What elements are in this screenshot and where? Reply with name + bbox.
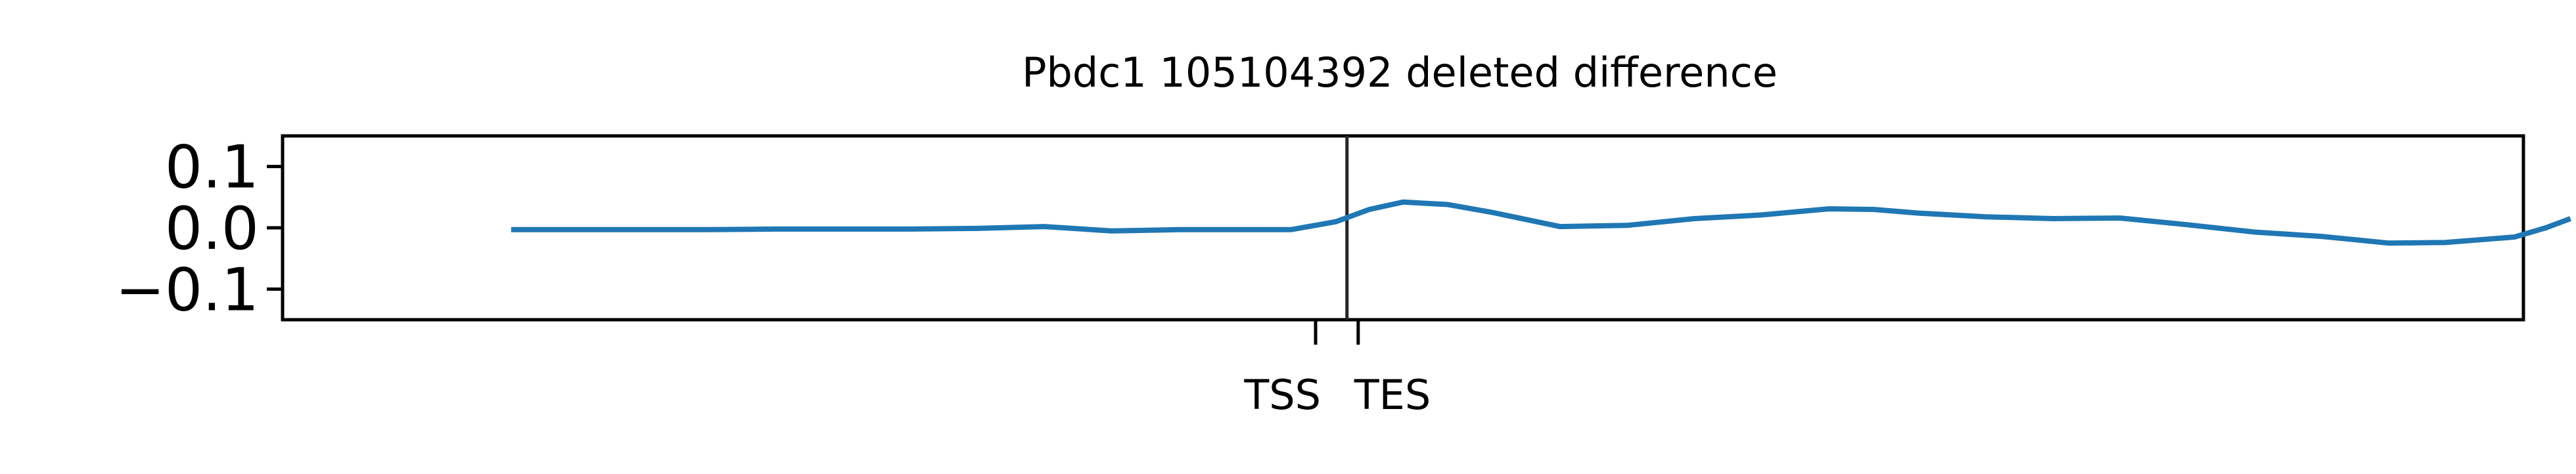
y-axis: 0.10.0−0.1 xyxy=(115,133,283,324)
y-tick-label: 0.0 xyxy=(165,194,259,263)
series-layer xyxy=(511,199,2571,246)
x-marker-label-tes: TES xyxy=(1354,371,1431,419)
y-tick-label: −0.1 xyxy=(115,255,259,324)
series-line-0 xyxy=(511,199,2571,246)
x-axis-markers: TSS TES xyxy=(1243,320,1431,419)
x-marker-label-tss: TSS xyxy=(1243,371,1321,419)
y-tick-label: 0.1 xyxy=(165,133,259,202)
chart-title: Pbdc1 105104392 deleted difference xyxy=(1022,49,1778,97)
